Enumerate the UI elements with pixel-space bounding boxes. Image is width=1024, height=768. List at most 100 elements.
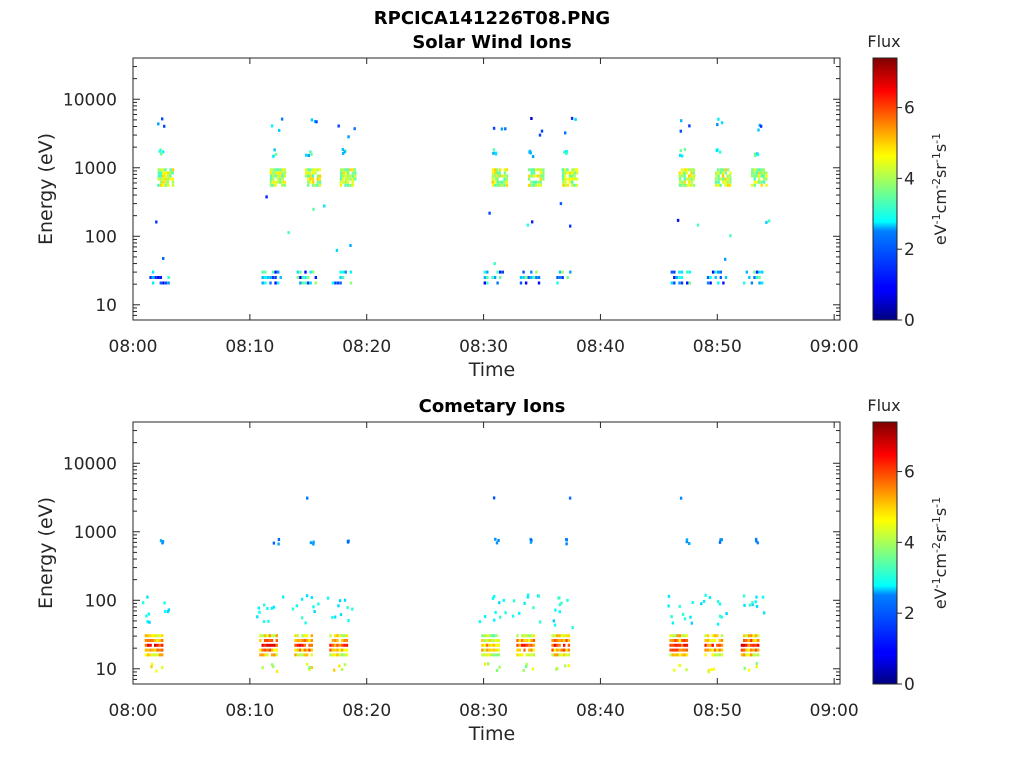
cometary-burst-4-cell [346,540,350,544]
solar-wind-burst-10-cell [762,177,766,181]
solar-wind-burst-9-cell [706,281,710,285]
cometary-burst-10-cell [743,639,746,642]
cometary-burst-9-cell [706,639,710,642]
solar-wind-burst-5-cell [483,281,486,285]
solar-wind-burst-10-cell [765,220,768,224]
solar-wind-burst-8-cell [690,171,693,175]
solar-wind-burst-4-cell [343,150,346,154]
cometary-burst-5-cell [492,634,496,638]
solar-wind-burst-8-cell [670,270,673,274]
solar-wind-burst-9-cell [726,180,729,184]
solar-wind-burst-8-cell [680,168,684,172]
cometary-burst-8-cell [676,653,679,657]
solar-wind-burst-7-cell [563,150,566,154]
solar-wind-burst-3-cell [311,183,315,187]
solar-wind-burst-4-cell [337,124,340,128]
x-tick-label: 08:20 [342,701,391,721]
solar-wind-burst-4-cell [346,174,350,178]
solar-wind-burst-4-cell [341,276,345,279]
cometary-burst-7-cell [567,653,571,657]
solar-wind-burst-2-cell [272,154,275,158]
cometary-burst-4-cell [341,653,344,657]
x-tick-label: 08:50 [693,701,742,721]
solar-wind-burst-2-cell [261,276,264,279]
x-tick-label: 08:30 [459,337,508,357]
cometary-burst-2-cell [266,653,269,657]
solar-wind-burst-1-cell [161,183,165,187]
solar-wind-burst-1-cell [157,122,160,126]
cometary-burst-5-cell [485,643,489,647]
cometary-burst-7-cell [565,538,568,541]
cometary-burst-7-cell [563,639,566,642]
solar-wind-burst-6-cell [535,270,538,274]
solar-wind-burst-2-cell [278,171,282,175]
solar-wind-burst-5-cell [496,270,499,274]
solar-wind-burst-7-cell [561,174,565,178]
solar-wind-burst-2-cell [276,180,279,184]
cometary-burst-8-cell [678,653,682,657]
cometary-burst-7-cell [567,643,571,647]
cometary-burst-5-cell [491,596,495,600]
solar-wind-burst-5-cell [494,171,497,175]
cometary-burst-6-cell [532,653,536,657]
cometary-burst-7-cell [564,664,567,668]
solar-wind-burst-4-cell [351,174,355,178]
cometary-burst-8-cell [683,617,687,621]
cometary-burst-8-cell [685,540,688,544]
solar-wind-burst-6-cell [530,171,533,175]
cometary-burst-1-cell [154,639,157,642]
solar-wind-burst-2-cell [274,171,277,175]
cometary-burst-3-cell [306,653,309,657]
cometary-burst-3-cell [310,643,313,647]
colorbar-tick-label: 4 [904,533,915,553]
solar-wind-burst-4-cell [342,168,345,172]
cometary-burst-5-cell [483,653,486,657]
solar-wind-burst-7-cell [573,177,576,181]
solar-wind-burst-3-cell [309,270,312,274]
solar-wind-burst-7-cell [566,177,570,181]
solar-wind-burst-5-cell [505,180,508,184]
solar-wind-burst-8-cell [692,171,696,175]
solar-wind-burst-10-cell [756,153,760,157]
cometary-burst-10-cell [754,643,758,647]
solar-wind-burst-2-cell [274,174,277,178]
cometary-burst-8-cell [685,668,688,672]
solar-wind-burst-10-cell [757,180,761,184]
cometary-burst-1-cell [147,612,150,616]
solar-wind-burst-8-cell [690,174,693,178]
solar-wind-burst-7-cell [564,168,567,172]
solar-wind-burst-5-cell [494,151,498,155]
solar-wind-burst-3-cell [318,183,322,187]
solar-wind-burst-3-cell [307,154,310,157]
cometary-burst-6-cell [532,648,536,652]
y-tick-label: 10000 [63,90,117,110]
cometary-burst-10-cell [752,634,755,638]
solar-wind-burst-2-cell [274,152,278,156]
cometary-burst-1-cell [149,643,152,647]
solar-wind-burst-7-cell [565,152,568,156]
cometary-burst-10-cell [752,643,755,647]
x-tick-label: 08:50 [693,337,742,357]
cometary-y-label: Energy (eV) [35,497,57,609]
solar-wind-burst-4-cell [354,177,357,181]
cometary-burst-5-cell [485,653,489,657]
solar-wind-burst-3-cell [309,180,312,184]
cometary-burst-8-cell [669,643,672,647]
solar-wind-burst-8-cell [688,270,691,274]
cometary-burst-9-cell [704,648,707,652]
solar-wind-burst-6-cell [522,276,525,279]
solar-wind-burst-3-cell [311,174,315,178]
cometary-burst-4-cell [334,639,337,642]
cometary-burst-8-cell [674,634,677,638]
solar-wind-burst-9-cell [717,270,720,274]
x-tick-label: 08:30 [459,701,508,721]
solar-wind-burst-6-cell [537,174,540,178]
solar-wind-burst-2-cell [279,174,282,178]
cometary-burst-6-cell [530,639,533,642]
solar-wind-burst-2-cell [276,177,279,181]
cometary-burst-1-cell [166,610,170,614]
cometary-colorbar-label: eV-1cm-2sr-1s-1 [930,497,950,609]
solar-wind-burst-6-cell [527,276,530,279]
cometary-burst-1-cell [144,634,148,638]
cometary-burst-8-cell [671,653,675,657]
